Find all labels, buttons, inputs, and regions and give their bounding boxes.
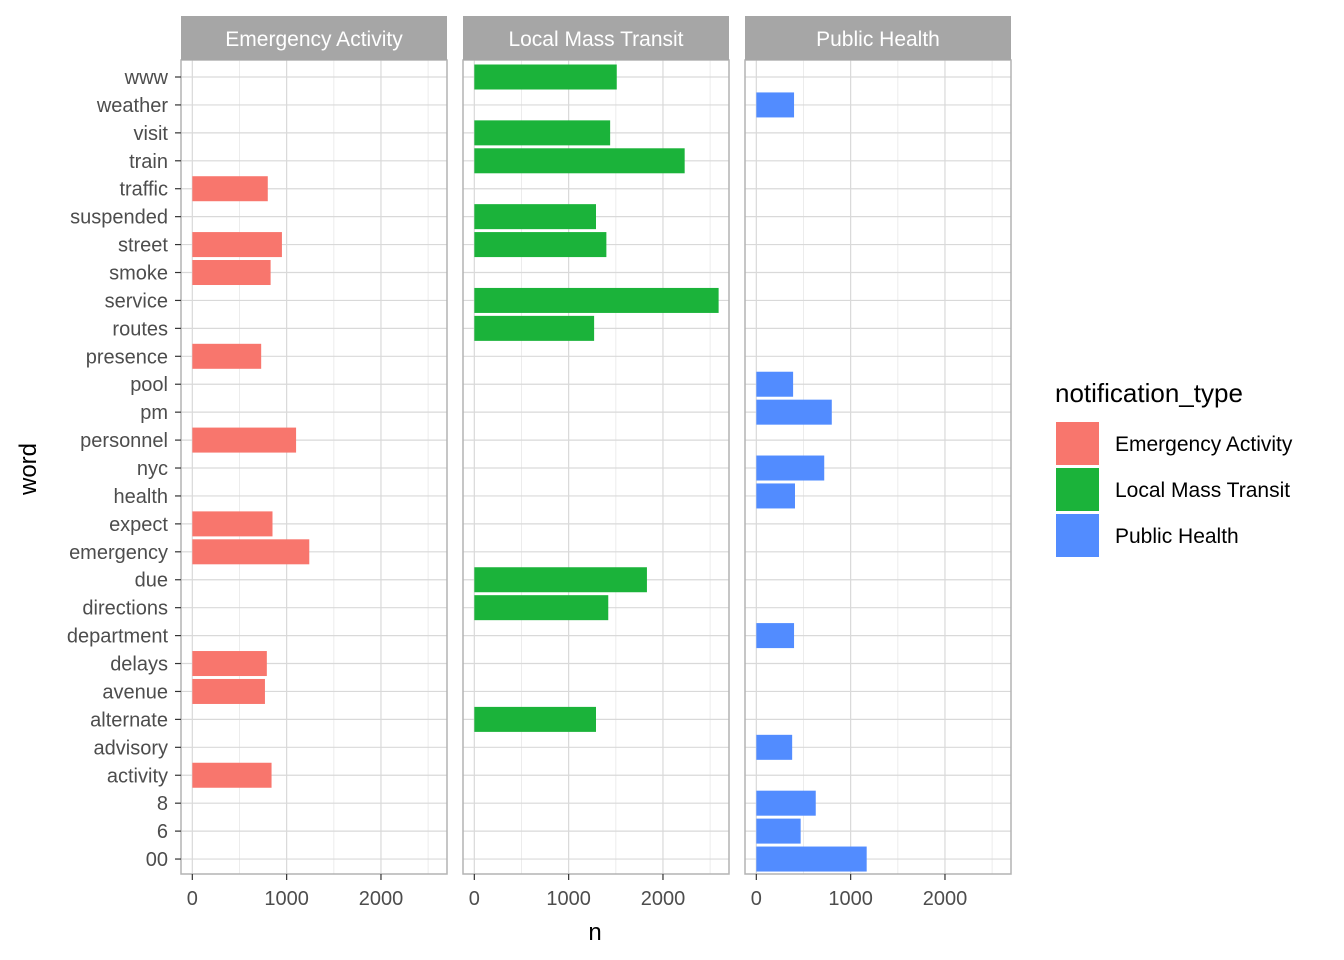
y-tick-label: due bbox=[135, 570, 168, 592]
bar bbox=[474, 120, 611, 146]
y-tick-label: 8 bbox=[157, 793, 168, 815]
bar bbox=[474, 64, 617, 90]
bar bbox=[192, 539, 310, 565]
bar bbox=[756, 790, 816, 816]
bar bbox=[756, 92, 795, 118]
y-tick-label: www bbox=[124, 67, 169, 89]
facet-strip bbox=[745, 16, 1011, 60]
facet-strip-label: Emergency Activity bbox=[225, 28, 403, 51]
y-tick-label: traffic bbox=[119, 179, 168, 201]
bar bbox=[756, 399, 832, 425]
legend-title: notification_type bbox=[1055, 378, 1243, 408]
y-tick-label: avenue bbox=[102, 681, 168, 703]
facet-panel: Emergency Activity 0 1000 2000 bbox=[180, 16, 448, 910]
legend-item: Local Mass Transit bbox=[1056, 468, 1290, 511]
bar bbox=[474, 148, 685, 174]
x-tick-label: 0 bbox=[187, 888, 198, 910]
y-tick-label: presence bbox=[86, 346, 168, 368]
x-tick-label: 2000 bbox=[359, 888, 404, 910]
y-tick-label: routes bbox=[112, 318, 168, 340]
y-tick-label: emergency bbox=[69, 542, 168, 564]
y-tick-label: service bbox=[105, 290, 168, 312]
bar bbox=[756, 623, 795, 649]
y-tick-label: department bbox=[67, 626, 169, 648]
y-tick-label: directions bbox=[82, 598, 168, 620]
y-tick-label: advisory bbox=[94, 737, 168, 759]
bar bbox=[756, 483, 795, 509]
bar bbox=[192, 343, 262, 369]
bar bbox=[192, 651, 267, 677]
y-axis: www weather visit train traffic suspended stre… bbox=[67, 67, 181, 871]
bar bbox=[192, 427, 297, 453]
legend-label: Local Mass Transit bbox=[1115, 479, 1290, 502]
y-tick-label: pm bbox=[140, 402, 168, 424]
facet-strip-label: Public Health bbox=[816, 28, 940, 51]
y-tick-label: suspended bbox=[70, 207, 168, 229]
bar bbox=[474, 567, 647, 593]
bar bbox=[474, 204, 596, 230]
bar bbox=[474, 315, 595, 341]
y-tick-label: train bbox=[129, 151, 168, 173]
legend-label: Emergency Activity bbox=[1115, 433, 1293, 456]
x-tick-label: 2000 bbox=[923, 888, 968, 910]
y-tick-label: 00 bbox=[146, 849, 168, 871]
legend-swatch bbox=[1056, 468, 1099, 511]
bar bbox=[192, 260, 271, 286]
y-tick-label: alternate bbox=[90, 709, 168, 731]
legend-label: Public Health bbox=[1115, 525, 1239, 548]
x-tick-label: 0 bbox=[469, 888, 480, 910]
bar bbox=[192, 762, 272, 788]
legend-swatch bbox=[1056, 514, 1099, 557]
facet-panel: Local Mass Transit 0 1000 2000 bbox=[462, 16, 730, 910]
x-axis-title: n bbox=[588, 919, 601, 946]
legend-swatch bbox=[1056, 422, 1099, 465]
bar bbox=[474, 706, 596, 732]
panel-background bbox=[463, 60, 729, 874]
legend: notification_type Emergency Activity Loca… bbox=[1055, 378, 1293, 557]
facet-strip bbox=[463, 16, 729, 60]
y-tick-label: delays bbox=[110, 654, 168, 676]
x-tick-label: 1000 bbox=[828, 888, 873, 910]
y-tick-label: 6 bbox=[157, 821, 168, 843]
legend-item: Emergency Activity bbox=[1056, 422, 1293, 465]
x-tick-label: 1000 bbox=[546, 888, 591, 910]
x-tick-label: 0 bbox=[751, 888, 762, 910]
bar bbox=[756, 734, 793, 760]
y-tick-label: weather bbox=[96, 95, 168, 117]
y-tick-label: smoke bbox=[109, 263, 168, 285]
bar bbox=[192, 232, 282, 258]
bar bbox=[474, 595, 609, 621]
legend-items: Emergency Activity Local Mass Transit Publ… bbox=[1056, 422, 1293, 557]
y-tick-label: health bbox=[114, 486, 169, 508]
y-tick-label: expect bbox=[109, 514, 168, 536]
y-tick-label: personnel bbox=[80, 430, 168, 452]
bar bbox=[192, 678, 265, 704]
bar bbox=[756, 818, 801, 844]
bar bbox=[192, 511, 273, 537]
bar bbox=[474, 287, 719, 313]
bar bbox=[756, 455, 825, 481]
bar bbox=[756, 846, 867, 872]
x-tick-label: 2000 bbox=[641, 888, 686, 910]
facet-panel: Public Health 0 1000 2000 bbox=[744, 16, 1012, 910]
y-tick-label: visit bbox=[134, 123, 169, 145]
x-tick-label: 1000 bbox=[264, 888, 309, 910]
bar bbox=[474, 232, 607, 258]
y-tick-label: street bbox=[118, 235, 168, 257]
y-axis-title: word bbox=[15, 443, 42, 496]
y-tick-label: nyc bbox=[137, 458, 168, 480]
legend-item: Public Health bbox=[1056, 514, 1239, 557]
bar bbox=[756, 371, 794, 397]
y-tick-label: activity bbox=[107, 765, 168, 787]
facet-strip bbox=[181, 16, 447, 60]
y-tick-label: pool bbox=[130, 374, 168, 396]
bar bbox=[192, 176, 268, 202]
facet-strip-label: Local Mass Transit bbox=[508, 28, 683, 51]
